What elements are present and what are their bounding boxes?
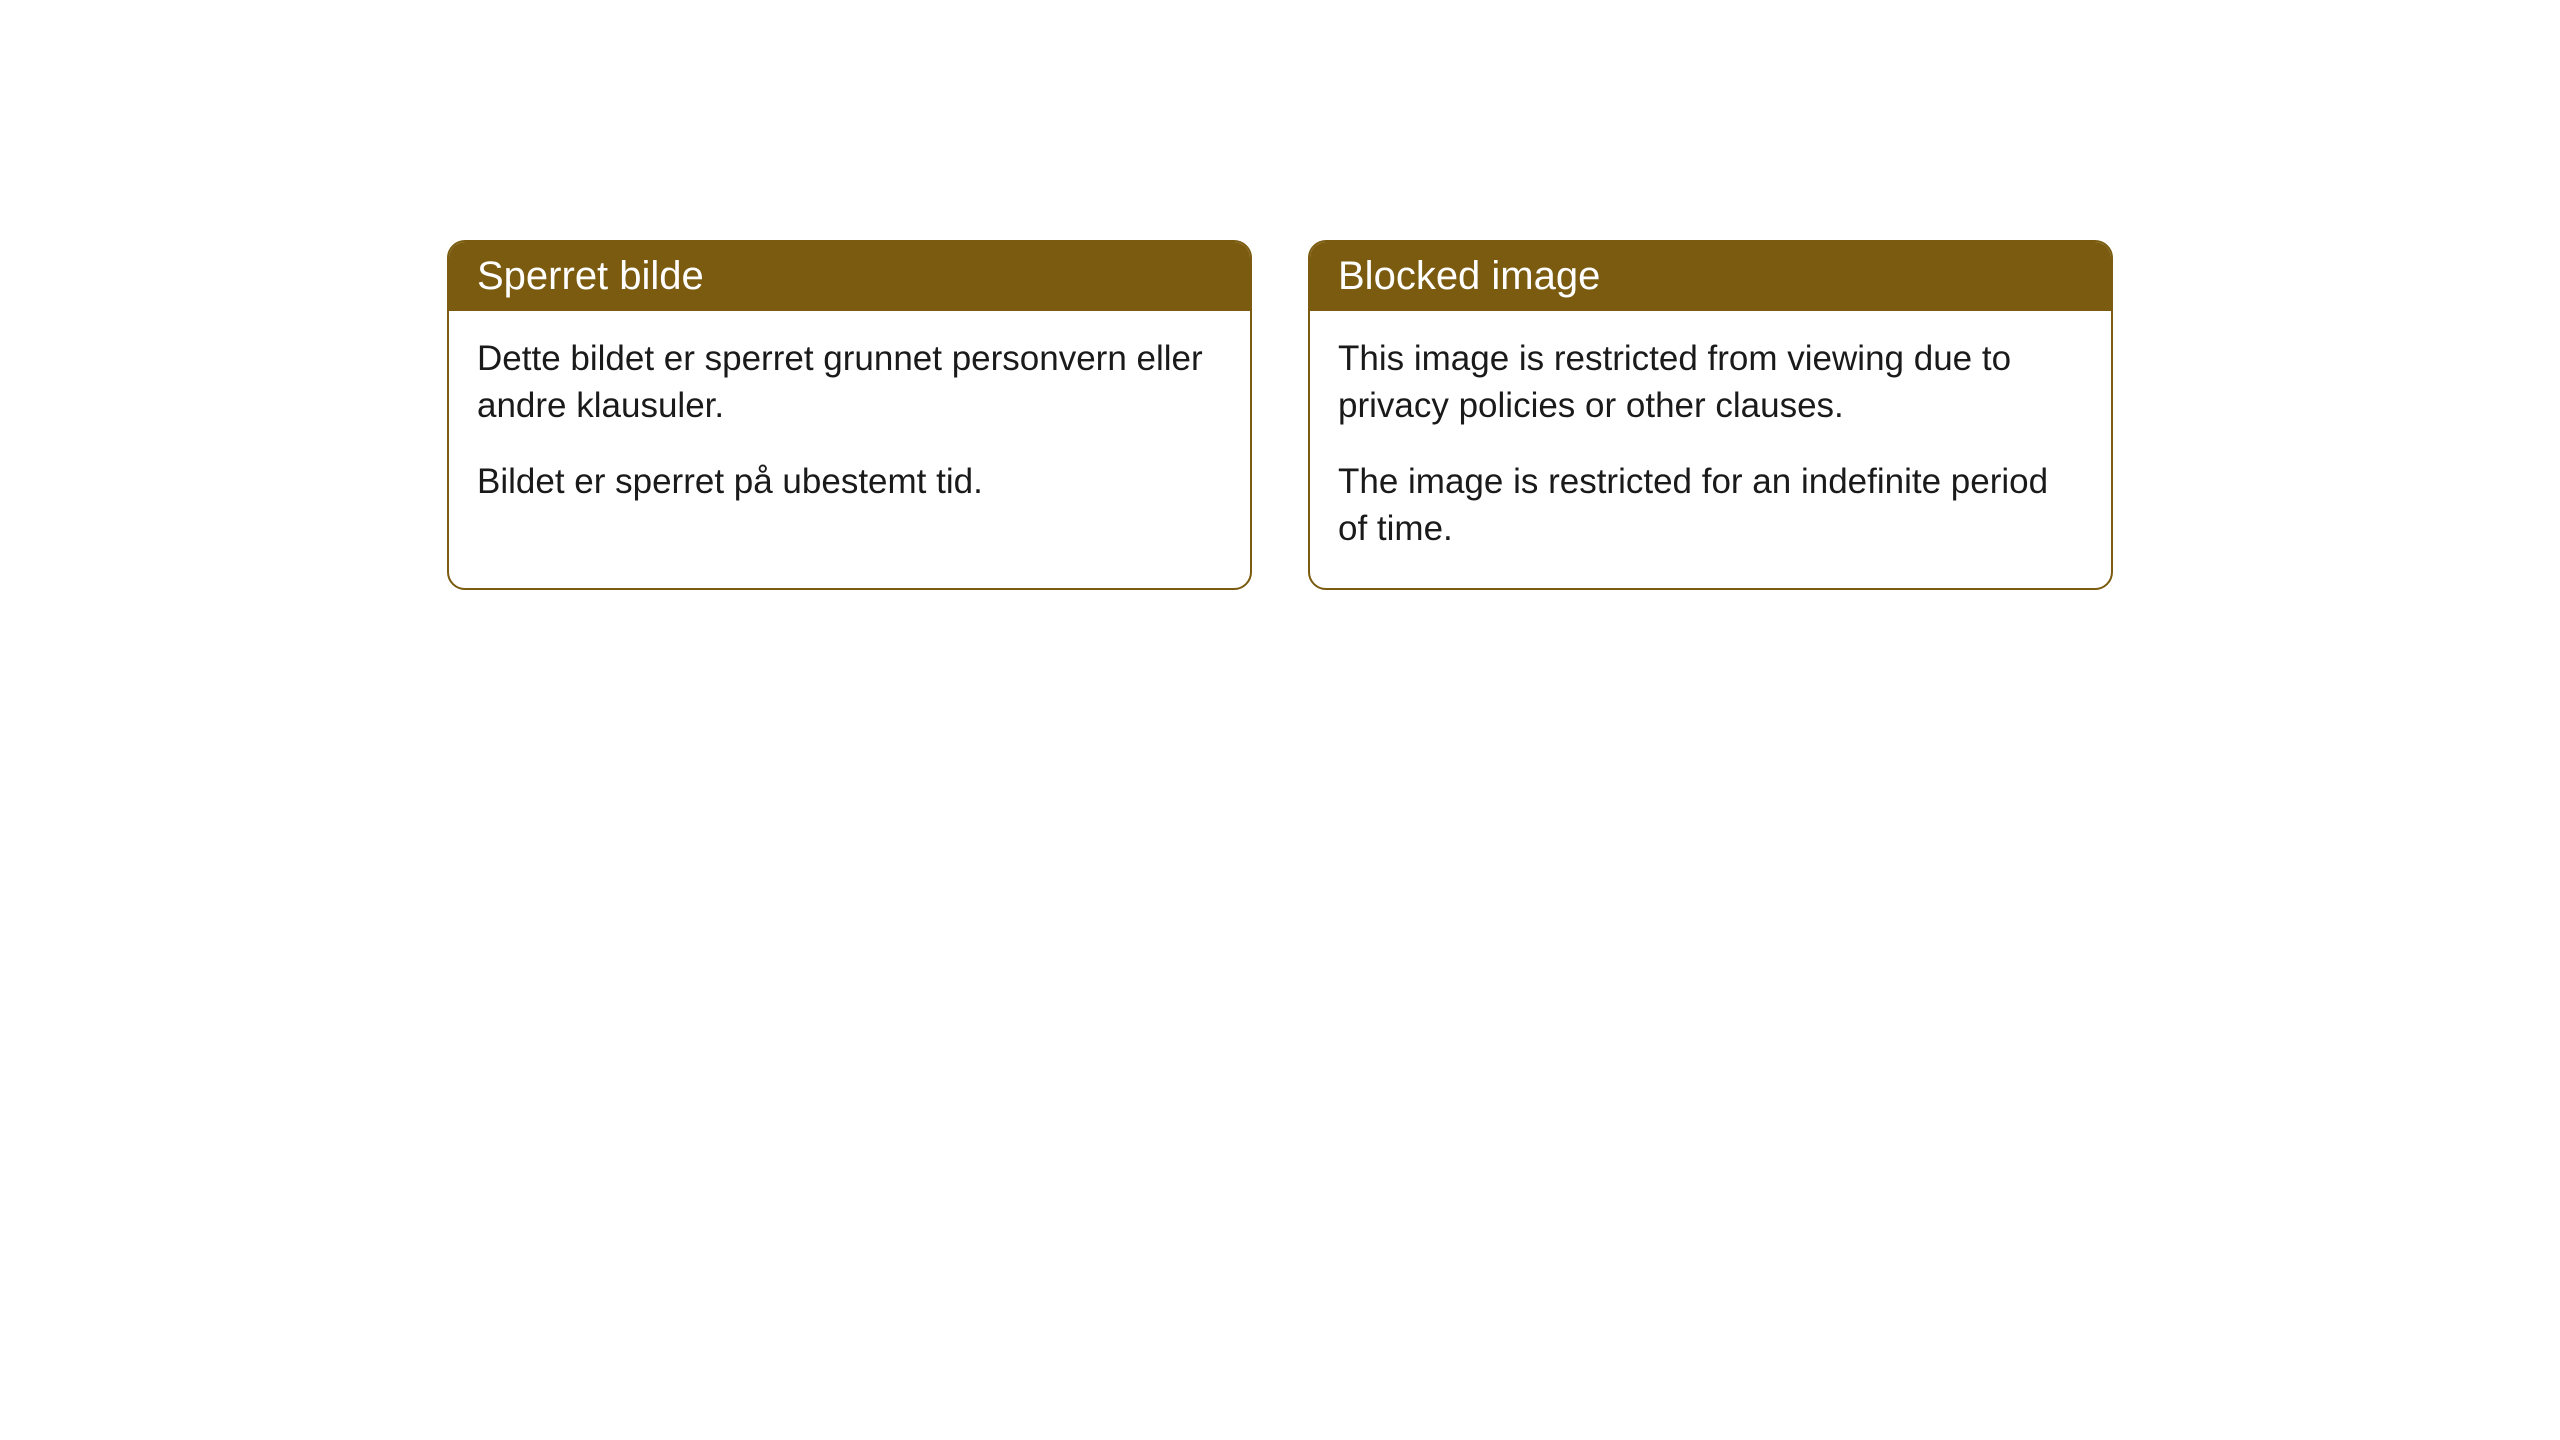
notice-card-norwegian: Sperret bilde Dette bildet er sperret gr… xyxy=(447,240,1252,590)
card-body: Dette bildet er sperret grunnet personve… xyxy=(449,311,1250,541)
card-header: Sperret bilde xyxy=(449,242,1250,311)
notice-card-english: Blocked image This image is restricted f… xyxy=(1308,240,2113,590)
card-header: Blocked image xyxy=(1310,242,2111,311)
card-title: Blocked image xyxy=(1338,254,1600,298)
card-paragraph: This image is restricted from viewing du… xyxy=(1338,335,2083,430)
card-paragraph: The image is restricted for an indefinit… xyxy=(1338,458,2083,553)
notice-container: Sperret bilde Dette bildet er sperret gr… xyxy=(0,240,2560,590)
card-paragraph: Dette bildet er sperret grunnet personve… xyxy=(477,335,1222,430)
card-body: This image is restricted from viewing du… xyxy=(1310,311,2111,588)
card-title: Sperret bilde xyxy=(477,254,704,298)
card-paragraph: Bildet er sperret på ubestemt tid. xyxy=(477,458,1222,505)
